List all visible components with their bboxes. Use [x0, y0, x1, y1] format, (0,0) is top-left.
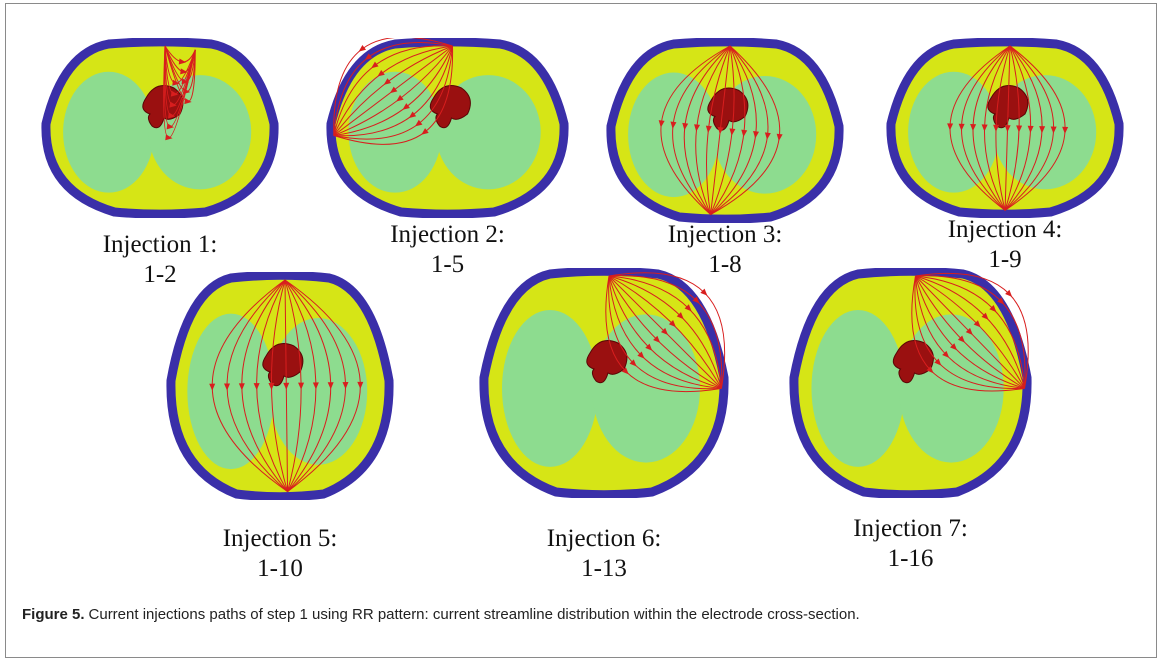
injection-title: Injection 1: — [50, 230, 270, 260]
cross-section — [40, 38, 280, 218]
injection-title: Injection 4: — [895, 215, 1115, 245]
tissue-region — [811, 310, 904, 467]
cross-section — [885, 38, 1125, 218]
cross-section — [325, 38, 570, 218]
injection-title: Injection 2: — [338, 220, 558, 250]
caption-label: Figure 5. — [22, 606, 85, 623]
cross-section — [478, 268, 730, 498]
panel-label: Injection 5:1-10 — [170, 524, 390, 584]
cross-section — [165, 272, 395, 500]
tissue-region — [502, 310, 598, 467]
tissue-region — [187, 314, 274, 470]
electrode-pair: 1-10 — [170, 554, 390, 584]
tissue-region — [908, 72, 999, 193]
electrode-pair: 1-13 — [494, 554, 714, 584]
cross-section — [605, 38, 845, 223]
cross-section — [788, 268, 1033, 498]
panel-label: Injection 4:1-9 — [895, 215, 1115, 275]
page: Figure 5.Current injections paths of ste… — [0, 0, 1167, 664]
caption: Figure 5.Current injections paths of ste… — [22, 606, 1152, 623]
panel-label: Injection 6:1-13 — [494, 524, 714, 584]
injection-title: Injection 3: — [615, 220, 835, 250]
injection-title: Injection 6: — [494, 524, 714, 554]
tissue-region — [899, 314, 1004, 462]
injection-title: Injection 7: — [801, 514, 1021, 544]
caption-text: Current injections paths of step 1 using… — [89, 606, 860, 623]
injection-title: Injection 5: — [170, 524, 390, 554]
electrode-pair: 1-16 — [801, 544, 1021, 574]
tissue-region — [63, 72, 154, 193]
panel-label: Injection 7:1-16 — [801, 514, 1021, 574]
